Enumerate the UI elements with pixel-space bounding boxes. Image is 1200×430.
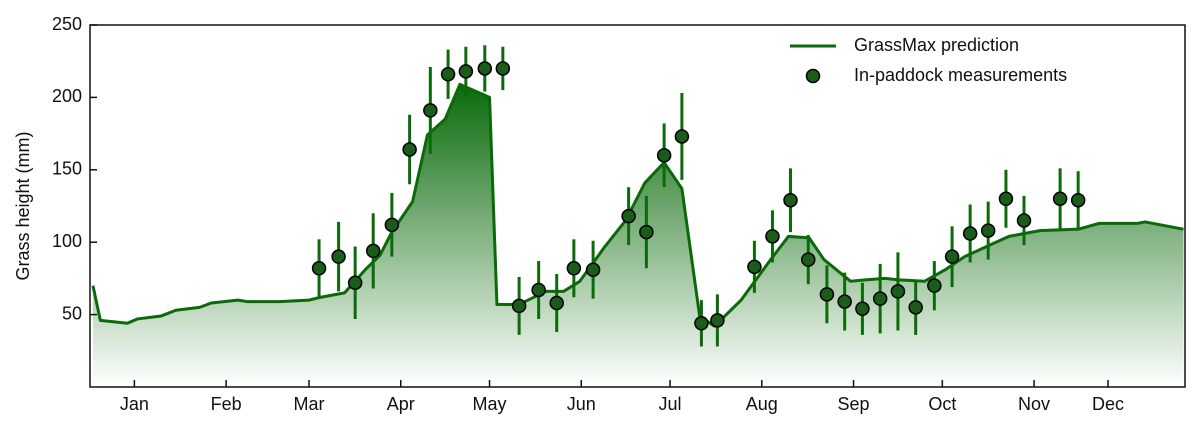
measurement-point [458,64,474,79]
x-tick-label: Dec [1092,394,1124,414]
measurement-point [511,298,527,314]
legend-marker [805,68,821,84]
legend-label: GrassMax prediction [854,35,1019,55]
x-tick-label: Jul [659,394,682,414]
x-tick-label: Mar [294,394,325,414]
y-tick-label: 150 [52,159,82,179]
y-tick-label: 100 [52,231,82,251]
measurement-point [944,249,960,264]
measurement-point [423,103,438,118]
measurement-point [855,301,870,317]
measurement-point [531,282,546,298]
measurement-point [1016,213,1032,228]
measurement-point [1070,192,1086,208]
measurement-point [927,278,942,293]
measurement-point [549,295,564,311]
measurement-point [801,252,816,267]
measurement-point [694,316,709,331]
measurement-point [1052,191,1068,207]
y-axis-label: Grass height (mm) [13,131,33,280]
x-tick-label: Apr [387,394,415,414]
measurement-point [980,223,996,238]
x-tick-label: May [473,394,507,414]
measurement-point [311,261,327,276]
measurement-point [365,243,381,259]
measurement-point [656,148,672,163]
measurement-point [402,142,417,157]
measurement-point [384,217,400,233]
measurement-point [783,192,798,208]
measurement-point [872,291,888,306]
measurement-point [819,287,835,302]
x-tick-label: Nov [1018,394,1050,414]
y-tick-label: 250 [52,14,82,34]
measurement-point [710,313,725,328]
y-tick-label: 50 [62,303,82,323]
measurement-point [837,294,852,309]
measurement-point [998,191,1014,207]
measurement-point [639,224,654,240]
plot-frame [89,24,1186,388]
y-tick-label: 200 [52,86,82,106]
x-tick-label: Aug [746,394,778,414]
measurement-point [962,226,978,241]
legend-label: In-paddock measurements [854,65,1067,85]
measurement-point [747,259,762,275]
measurement-point [566,261,582,276]
measurement-point [331,249,346,264]
measurement-point [440,66,456,82]
measurement-point [765,229,780,244]
measurement-point [621,208,636,224]
measurement-point [890,284,906,299]
x-tick-label: Jan [120,394,149,414]
x-tick-label: Sep [838,394,870,414]
x-tick-label: Feb [211,394,242,414]
measurement-point [477,61,493,76]
measurement-point [674,129,690,144]
x-tick-label: Jun [567,394,596,414]
measurement-point [585,262,601,277]
measurement-point [347,275,363,290]
measurement-point [495,61,511,76]
x-tick-label: Oct [928,394,956,414]
measurement-point [908,300,923,315]
